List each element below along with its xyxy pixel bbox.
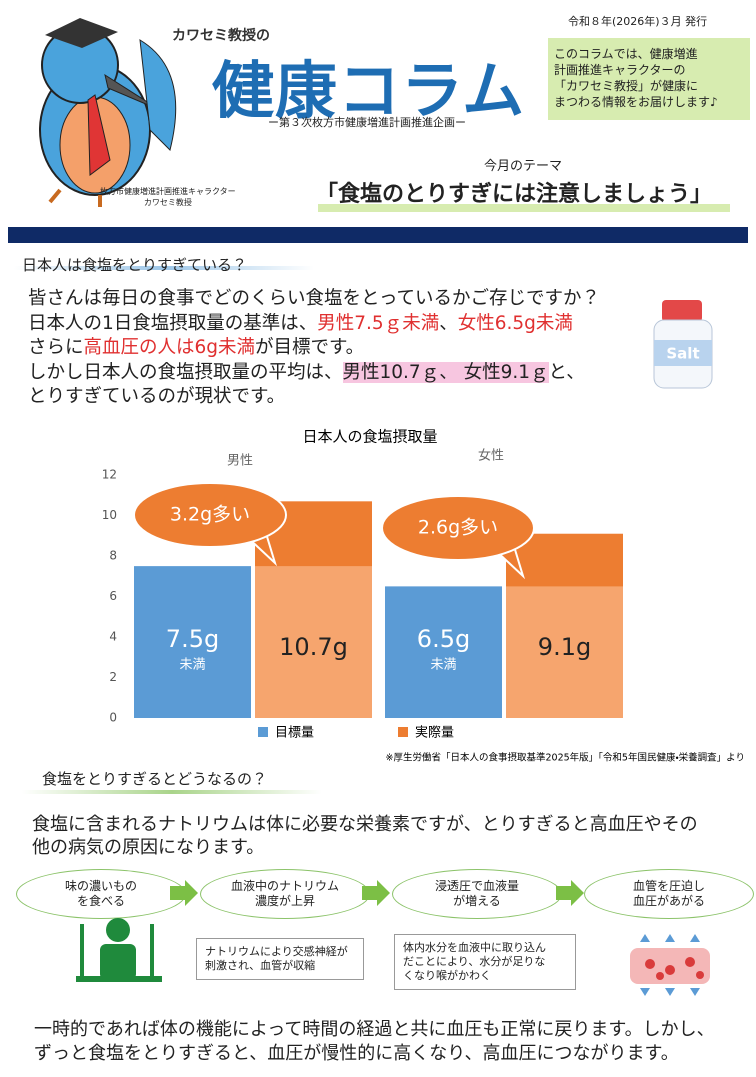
step-line: 血液中のナトリウム — [230, 879, 339, 893]
callout — [381, 495, 535, 561]
theme-underline — [318, 204, 730, 212]
text-segment: 、 — [439, 312, 458, 334]
step-line: が増える — [453, 894, 501, 908]
y-tick-label: 2 — [109, 670, 117, 684]
flow-note: ナトリウムにより交感神経が 刺激され、血管が収縮 — [196, 938, 364, 980]
text-segment: 高血圧の人は6g未満 — [83, 337, 256, 358]
x-tick-label: 女性 — [478, 449, 504, 464]
intro-line: このコラムでは、健康増進 — [554, 47, 698, 61]
chart: 日本人の食塩摂取量 ※厚生労働省「日本人の食事摂取基準2025年版」「令和5年国… — [102, 428, 745, 764]
title: 健康コラム — [212, 54, 526, 127]
flow-note: 体内水分を血液中に取り込ん だことにより、水分が足りな くなり喉がかわく — [394, 934, 576, 990]
y-tick-label: 6 — [109, 589, 117, 603]
legend-swatch — [398, 727, 408, 737]
note-line: 刺激され、血管が収縮 — [205, 959, 316, 972]
caption-line: カワセミ教授 — [143, 198, 192, 207]
text-line: 一時的であれば体の機能によって時間の経過と共に血圧も正常に戻ります。しかし、 — [34, 1019, 715, 1040]
section-heading: 食塩をとりすぎるとどうなるの？ — [42, 770, 268, 788]
step-line: 浸透圧で血液量 — [434, 879, 519, 893]
bar — [385, 586, 502, 718]
flow-step: 血管を圧迫し 血圧があがる — [584, 869, 754, 919]
text-segment: しかし日本人の食塩摂取量の平均は、 — [28, 361, 343, 383]
text-segment: とりすぎているのが現状です。 — [28, 386, 286, 407]
text-line: 皆さんは毎日の食事でどのくらい食塩をとっているかご存じですか？ — [28, 287, 600, 312]
text-line: とりすぎているのが現状です。 — [28, 385, 600, 410]
y-tick-label: 8 — [109, 549, 117, 563]
heading-underline — [22, 790, 322, 794]
text-segment: 日本人の1日食塩摂取量の基準は、 — [28, 312, 318, 334]
chart-title: 日本人の食塩摂取量 — [302, 428, 437, 446]
callout-text: 2.6g多い — [418, 517, 498, 539]
text-line: しかし日本人の食塩摂取量の平均は、男性10.7ｇ、 女性9.1ｇと、 — [28, 361, 600, 386]
salt-label: Salt — [666, 345, 699, 363]
step-line: 濃度が上昇 — [254, 894, 315, 908]
text-segment: 男性10.7ｇ、 女性9.1ｇ — [342, 361, 549, 383]
text-line: 食塩に含まれるナトリウムは体に必要な栄養素ですが、とりすぎると高血圧やその — [32, 814, 698, 835]
flow-step: 味の濃いもの を食べる — [16, 869, 186, 919]
text-line: 日本人の1日食塩摂取量の基準は、男性7.5ｇ未満、女性6.5g未満 — [28, 312, 600, 337]
bar-overlap — [506, 586, 623, 718]
theme-label: 今月のテーマ — [484, 159, 563, 174]
text-line: 他の病気の原因になります。 — [32, 837, 265, 858]
flow-graphics — [76, 880, 710, 996]
step-line: 血圧があがる — [632, 894, 705, 908]
y-tick-label: 0 — [109, 711, 117, 725]
flow-step: 血液中のナトリウム 濃度が上昇 — [200, 869, 370, 919]
y-tick-label: 10 — [102, 508, 117, 522]
legend-label: 実際量 — [415, 725, 454, 741]
bar-overlap — [255, 566, 372, 718]
issue-date: 令和８年(2026年)３月 発行 — [568, 15, 708, 28]
x-tick-label: 男性 — [227, 454, 253, 469]
callout-text: 3.2g多い — [170, 504, 250, 526]
character-caption: 枚方市健康増進計画推進キャラクター カワセミ教授 — [100, 186, 236, 208]
y-tick-label: 4 — [109, 630, 117, 644]
note-line: だことにより、水分が足りな — [403, 955, 546, 968]
divider — [8, 227, 748, 243]
series-name: カワセミ教授の — [172, 28, 270, 44]
text-line: ずっと食塩をとりすぎると、血圧が慢性的に高くなり、高血圧につながります。 — [34, 1043, 679, 1064]
value-label: 9.1g — [538, 633, 591, 661]
heading-underline — [14, 266, 314, 270]
step-line: を食べる — [76, 894, 125, 908]
callout — [133, 482, 287, 548]
text-line: さらに高血圧の人は6g未満が目標です。 — [28, 336, 600, 361]
intro-box: このコラムでは、健康増進 計画推進キャラクターの 「カワセミ教授」が健康に まつ… — [548, 38, 750, 120]
value-sublabel: 未満 — [179, 658, 205, 673]
step-line: 血管を圧迫し — [632, 879, 705, 893]
section-text: 皆さんは毎日の食事でどのくらい食塩をとっているかご存じですか？ 日本人の1日食塩摂… — [28, 287, 600, 410]
section-text: 食塩に含まれるナトリウムは体に必要な栄養素ですが、とりすぎると高血圧やその 他の… — [32, 813, 698, 859]
note-line: くなり喉がかわく — [403, 969, 491, 982]
value-sublabel: 未満 — [430, 658, 456, 673]
intro-line: 「カワセミ教授」が健康に — [554, 79, 699, 93]
subtitle: ー第３次枚方市健康増進計画推進企画ー — [268, 116, 466, 129]
note-line: 体内水分を血液中に取り込ん — [403, 941, 546, 954]
intro-line: まつわる情報をお届けします♪ — [554, 95, 718, 109]
value-label: 10.7g — [279, 633, 348, 661]
y-tick-label: 12 — [102, 468, 117, 482]
legend-swatch — [258, 727, 268, 737]
step-line: 味の濃いもの — [64, 879, 137, 893]
caption-line: 枚方市健康増進計画推進キャラクター — [100, 187, 236, 196]
legend-label: 目標量 — [275, 726, 314, 741]
mascot — [39, 18, 177, 207]
text-segment: さらに — [28, 337, 84, 358]
note-line: ナトリウムにより交感神経が — [205, 945, 348, 958]
closing-text: 一時的であれば体の機能によって時間の経過と共に血圧も正常に戻ります。しかし、 ず… — [34, 1018, 715, 1066]
text-segment: 男性7.5ｇ未満 — [317, 312, 440, 334]
section-heading: 日本人は食塩をとりすぎている？ — [22, 256, 248, 274]
bar — [134, 566, 251, 718]
intro-line: 計画推進キャラクターの — [554, 63, 686, 77]
theme-title: 「食塩のとりすぎには注意しましょう」 — [316, 182, 713, 207]
text-segment: 皆さんは毎日の食事でどのくらい食塩をとっているかご存じですか？ — [28, 288, 601, 309]
chart-source: ※厚生労働省「日本人の食事摂取基準2025年版」「令和5年国民健康・栄養調査」よ… — [386, 752, 745, 764]
text-segment: 女性6.5g未満 — [457, 312, 573, 334]
value-label: 6.5g — [417, 625, 470, 653]
value-label: 7.5g — [166, 625, 219, 653]
text-segment: と、 — [548, 361, 585, 383]
flow-step: 浸透圧で血液量 が増える — [392, 869, 562, 919]
salt-icon: Salt — [653, 300, 713, 389]
text-segment: が目標です。 — [255, 337, 365, 358]
